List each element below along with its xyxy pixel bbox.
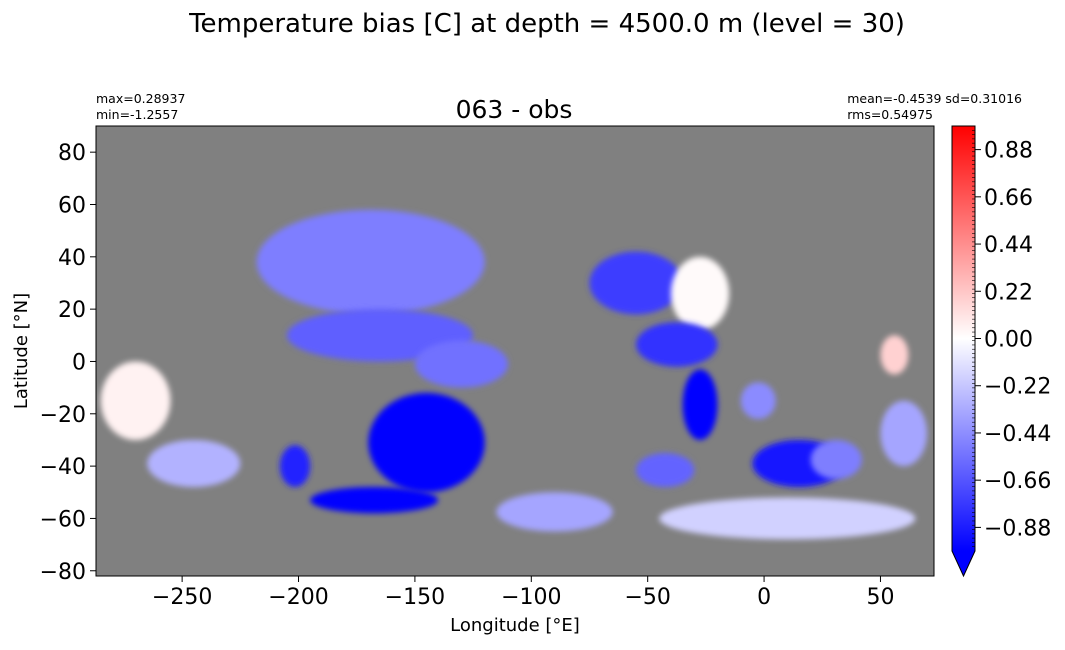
y-tick-label: 40 [58,246,86,271]
ocean-region [636,453,695,488]
y-axis-label: Latitude [°N] [11,293,32,409]
colorbar-tick-label: −0.66 [984,469,1051,494]
map-frame [95,125,935,577]
x-tick-label: 0 [757,585,771,610]
ocean-region [810,439,862,480]
ocean-region [310,487,439,514]
ocean-region [589,251,683,315]
stat-mean-sd: mean=-0.4539 sd=0.31016 [847,91,1022,106]
x-tick-label: −50 [624,585,670,610]
ocean-region [279,445,311,488]
y-tick-label: −40 [40,455,86,480]
x-tick-label: −150 [385,585,445,610]
ocean-region [496,492,613,532]
ocean-region [880,335,909,375]
colorbar-tick-label: 0.66 [984,186,1033,211]
colorbar-tick-label: 0.88 [984,139,1033,164]
y-tick-label: 60 [58,193,86,218]
ocean-regions [100,209,928,540]
x-tick-label: −100 [501,585,561,610]
ocean-region [100,361,171,440]
ocean-region [659,497,916,540]
stat-rms: rms=0.54975 [847,107,933,122]
y-axis-ticks: −80 −60 −40 −20 0 20 40 60 80 [40,141,96,585]
y-tick-label: 0 [72,350,86,375]
colorbar-extend-arrow [952,551,975,576]
ocean-region [256,209,485,315]
ocean-region [636,322,718,367]
x-tick-label: 50 [866,585,894,610]
colorbar-tick-label: −0.22 [984,375,1051,400]
colorbar-tick-label: −0.44 [984,422,1051,447]
colorbar-minor-ticks [972,129,975,548]
x-tick-label: −200 [268,585,328,610]
y-tick-label: 80 [58,141,86,166]
ocean-region [286,309,474,362]
colorbar-tick-label: 0.22 [984,280,1033,305]
figure-suptitle: Temperature bias [C] at depth = 4500.0 m… [188,9,905,39]
colorbar-tick-label: 0.44 [984,233,1033,258]
x-axis-label: Longitude [°E] [450,615,580,636]
y-tick-label: −60 [40,507,86,532]
y-tick-label: −20 [40,403,86,428]
stat-max: max=0.28937 [96,91,185,106]
ocean-region [147,439,241,488]
ocean-region [682,369,718,440]
ocean-region [740,382,776,420]
ocean-region [414,340,509,388]
colorbar-gradient [952,126,975,551]
ocean-region [670,256,730,331]
colorbar-tick-label: −0.88 [984,516,1051,541]
stat-min: min=-1.2557 [96,107,178,122]
ocean-region [880,400,928,467]
x-tick-label: −250 [152,585,212,610]
y-tick-label: 20 [58,298,86,323]
colorbar-outline [951,125,976,578]
map-panel [95,125,935,577]
colorbar: 0.88 0.66 0.44 0.22 0.00 −0.22 −0.44 −0.66 −0.88 [951,125,1051,578]
colorbar-tick-label: 0.00 [984,328,1033,353]
ocean-region [368,392,485,493]
y-tick-label: −80 [40,560,86,585]
colorbar-ticks: 0.88 0.66 0.44 0.22 0.00 −0.22 −0.44 −0.66 −0.88 [975,139,1051,541]
x-axis-ticks: −250 −200 −150 −100 −50 0 50 [152,576,894,610]
axes-title: 063 - obs [456,95,573,124]
